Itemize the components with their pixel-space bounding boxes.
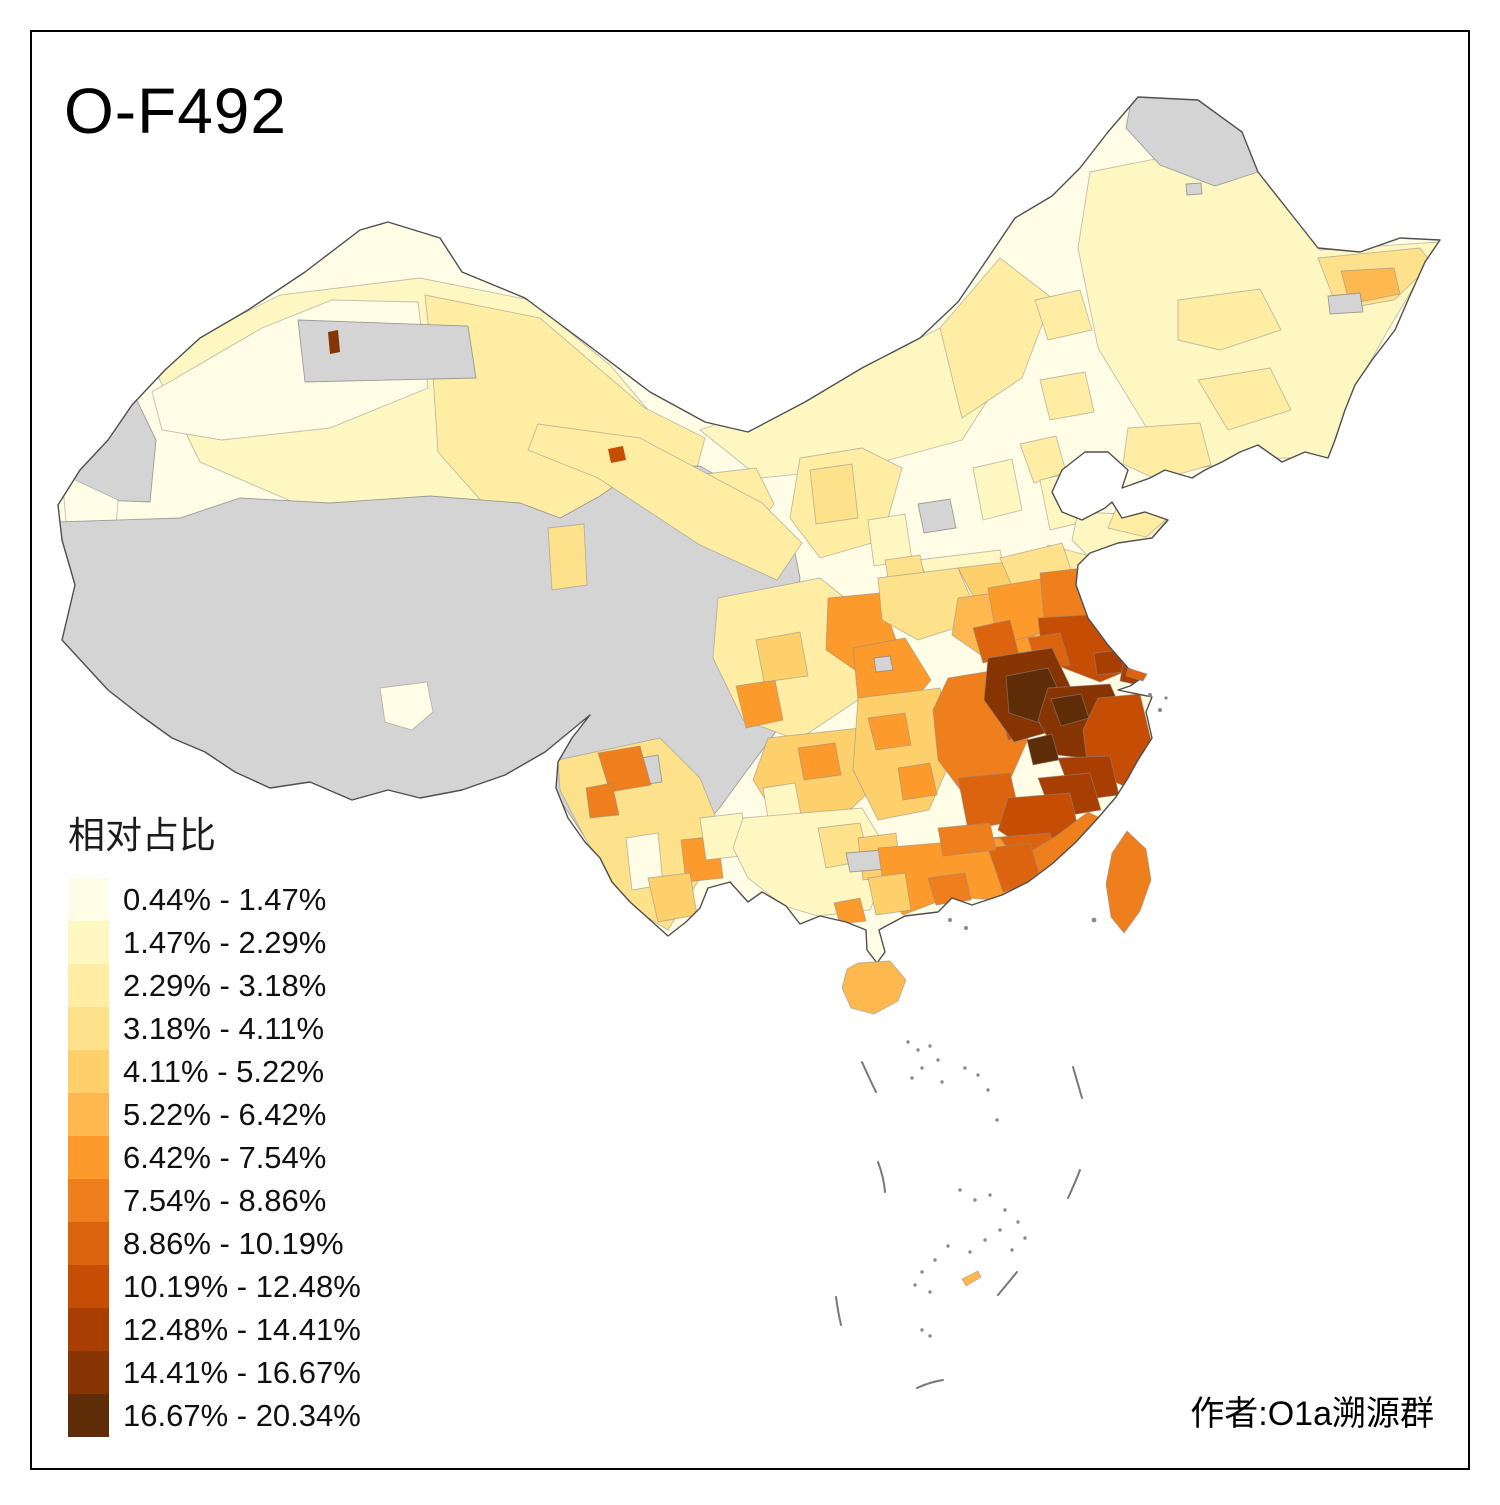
legend-swatch [68, 878, 109, 921]
legend-range-label: 10.19% - 12.48% [123, 1268, 361, 1304]
nine-dash-line [835, 1061, 1083, 1389]
region-chongming [1125, 667, 1148, 682]
legend-range-label: 5.22% - 6.42% [123, 1096, 327, 1132]
region-shanxi [972, 458, 1023, 521]
legend-row-9: 8.86% - 10.19% [68, 1222, 361, 1265]
legend-row-7: 6.42% - 7.54% [68, 1136, 361, 1179]
author-credit: 作者:O1a溯源群 [1190, 1395, 1434, 1433]
legend-swatch [68, 1179, 109, 1222]
region-guiyang [797, 742, 842, 781]
legend-swatch [68, 1007, 109, 1050]
legend-range-label: 6.42% - 7.54% [123, 1139, 327, 1175]
region-lhasa [379, 681, 434, 731]
legend-row-11: 12.48% - 14.41% [68, 1308, 361, 1351]
legend-row-10: 10.19% - 12.48% [68, 1265, 361, 1308]
region-changzhou-wuxi [1093, 649, 1125, 676]
legend-row-3: 2.29% - 3.18% [68, 964, 361, 1007]
legend-row-12: 14.41% - 16.67% [68, 1351, 361, 1394]
region-pearl-delta [927, 872, 972, 906]
legend-range-label: 7.54% - 8.86% [123, 1182, 327, 1218]
legend-rows: 0.44% - 1.47% 1.47% - 2.29% 2.29% - 3.18% 3… [68, 878, 361, 1437]
sea-islands-dots [906, 693, 1168, 1338]
region-karamay-nodata [297, 319, 477, 383]
region-jilin [1197, 367, 1292, 431]
region-chifeng [1039, 371, 1095, 421]
region-hexi-corridor [527, 423, 803, 581]
region-ningxia-core [809, 463, 859, 525]
legend-range-label: 12.48% - 14.41% [123, 1311, 361, 1347]
region-inner-mongolia-center [939, 257, 1053, 419]
legend-swatch [68, 1351, 109, 1394]
region-shihezi [328, 330, 340, 354]
legend: 相对占比 0.44% - 1.47% 1.47% - 2.29% 2.29% - 3… [68, 814, 361, 1437]
region-liaoning [1122, 422, 1212, 481]
region-heilongjiang-nodata-small [1185, 182, 1203, 196]
region-guangxi-coast [833, 897, 867, 925]
legend-range-label: 2.29% - 3.18% [123, 967, 327, 1003]
region-heilongjiang-nodata [1327, 292, 1364, 315]
region-jiayuguan [608, 446, 626, 463]
legend-row-13: 16.67% - 20.34% [68, 1394, 361, 1437]
region-central-sichuan [755, 631, 809, 683]
page-title: O-F492 [64, 75, 287, 147]
region-qaidam [547, 523, 588, 591]
region-hunan-north [867, 712, 912, 751]
legend-swatch [68, 964, 109, 1007]
region-harbin [1177, 288, 1282, 351]
legend-range-label: 14.41% - 16.67% [123, 1354, 361, 1390]
region-hunan-south [897, 762, 938, 801]
region-hainan [841, 960, 907, 1015]
legend-range-label: 4.11% - 5.22% [123, 1053, 325, 1089]
legend-swatch [68, 921, 109, 964]
legend-swatch [68, 1050, 109, 1093]
legend-swatch [68, 1222, 109, 1265]
legend-swatch [68, 1394, 109, 1437]
legend-row-8: 7.54% - 8.86% [68, 1179, 361, 1222]
region-scs-islet [961, 1270, 982, 1287]
legend-swatch [68, 1136, 109, 1179]
legend-title: 相对占比 [68, 815, 216, 856]
legend-range-label: 0.44% - 1.47% [123, 881, 327, 917]
legend-swatch [68, 1265, 109, 1308]
legend-row-4: 3.18% - 4.11% [68, 1007, 361, 1050]
region-guangdong-north [937, 822, 997, 857]
legend-swatch [68, 1093, 109, 1136]
legend-swatch [68, 1308, 109, 1351]
region-baoshan [585, 782, 620, 819]
legend-row-2: 1.47% - 2.29% [68, 921, 361, 964]
legend-range-label: 3.18% - 4.11% [123, 1010, 325, 1046]
region-south-sichuan [735, 679, 784, 729]
region-shanxi-nodata [917, 498, 957, 534]
region-taiwan [1105, 830, 1152, 934]
legend-range-label: 16.67% - 20.34% [123, 1397, 361, 1433]
region-sw-guizhou [762, 782, 802, 819]
region-west-yunnan [597, 745, 652, 793]
region-inner-mongolia-east [1034, 289, 1093, 341]
legend-range-label: 1.47% - 2.29% [123, 924, 327, 960]
legend-range-label: 8.86% - 10.19% [123, 1225, 344, 1261]
region-guangdong-west [867, 872, 912, 916]
legend-row-1: 0.44% - 1.47% [68, 878, 361, 921]
region-chongqing-nodata [873, 655, 894, 673]
legend-row-6: 5.22% - 6.42% [68, 1093, 361, 1136]
legend-row-5: 4.11% - 5.22% [68, 1050, 361, 1093]
